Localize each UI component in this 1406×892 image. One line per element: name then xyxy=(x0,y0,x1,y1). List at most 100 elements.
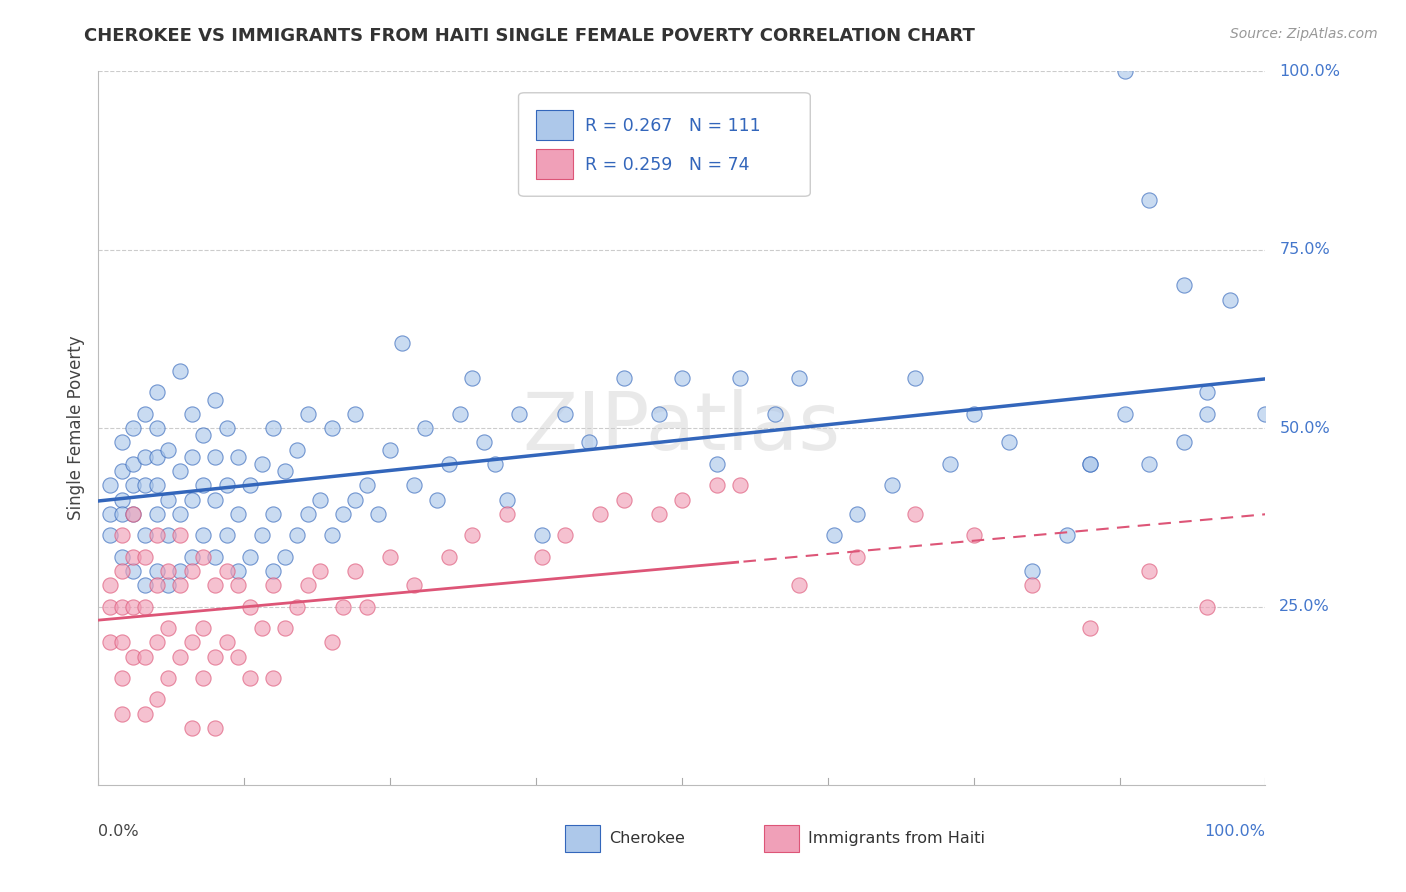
Point xyxy=(1056,528,1078,542)
Point xyxy=(122,457,145,471)
Point xyxy=(111,435,134,450)
FancyBboxPatch shape xyxy=(519,93,810,196)
Point xyxy=(484,457,506,471)
Point xyxy=(496,492,519,507)
Point xyxy=(134,478,156,492)
Point xyxy=(730,478,752,492)
Point xyxy=(380,442,402,457)
Point xyxy=(193,478,215,492)
Point xyxy=(157,442,180,457)
Point xyxy=(1114,64,1136,78)
Point xyxy=(228,564,250,578)
Point xyxy=(402,578,425,592)
Point xyxy=(111,528,134,542)
Point xyxy=(204,721,226,735)
Point xyxy=(180,492,202,507)
Point xyxy=(111,599,134,614)
Text: 50.0%: 50.0% xyxy=(1279,421,1330,435)
Point xyxy=(134,407,156,421)
Point xyxy=(146,578,169,592)
Point xyxy=(180,721,202,735)
Point xyxy=(413,421,436,435)
Point xyxy=(613,492,636,507)
Point xyxy=(204,649,226,664)
Point xyxy=(239,599,262,614)
Point xyxy=(1137,457,1160,471)
Point xyxy=(391,335,413,350)
Point xyxy=(437,549,460,564)
Point xyxy=(250,621,273,635)
Point xyxy=(554,528,576,542)
Point xyxy=(157,578,180,592)
Point xyxy=(193,549,215,564)
Text: 75.0%: 75.0% xyxy=(1279,243,1330,257)
Point xyxy=(215,478,238,492)
Point xyxy=(1021,564,1043,578)
Point xyxy=(157,564,180,578)
Point xyxy=(122,549,145,564)
Point xyxy=(169,464,191,478)
Text: 25.0%: 25.0% xyxy=(1279,599,1330,614)
Point xyxy=(763,407,786,421)
Point xyxy=(461,371,484,385)
Point xyxy=(180,635,202,649)
Point xyxy=(157,621,180,635)
Point xyxy=(706,478,728,492)
Text: 100.0%: 100.0% xyxy=(1279,64,1340,78)
Point xyxy=(262,564,284,578)
Point xyxy=(134,528,156,542)
Point xyxy=(285,599,308,614)
Point xyxy=(122,507,145,521)
Point xyxy=(1195,599,1218,614)
Point xyxy=(706,457,728,471)
Point xyxy=(134,450,156,464)
Point xyxy=(1080,457,1102,471)
Point xyxy=(215,635,238,649)
Text: R = 0.259   N = 74: R = 0.259 N = 74 xyxy=(585,156,749,174)
Point xyxy=(134,578,156,592)
Point xyxy=(169,649,191,664)
Point xyxy=(204,549,226,564)
Point xyxy=(461,528,484,542)
Point xyxy=(146,692,169,706)
Point xyxy=(98,578,121,592)
Point xyxy=(647,407,669,421)
Point xyxy=(134,599,156,614)
Point xyxy=(285,442,308,457)
Text: Cherokee: Cherokee xyxy=(610,831,686,846)
Point xyxy=(1114,407,1136,421)
Point xyxy=(321,528,343,542)
Point xyxy=(98,635,121,649)
Point xyxy=(111,549,134,564)
Point xyxy=(98,528,121,542)
Point xyxy=(98,599,121,614)
Point xyxy=(274,464,297,478)
Point xyxy=(1173,435,1195,450)
Point xyxy=(367,507,389,521)
Point xyxy=(146,450,169,464)
Point xyxy=(134,706,156,721)
Text: R = 0.267   N = 111: R = 0.267 N = 111 xyxy=(585,117,761,135)
Point xyxy=(122,599,145,614)
Point xyxy=(146,421,169,435)
Point xyxy=(122,478,145,492)
Point xyxy=(146,478,169,492)
Point xyxy=(122,421,145,435)
Point xyxy=(939,457,962,471)
Point xyxy=(169,578,191,592)
Point xyxy=(437,457,460,471)
Bar xyxy=(536,149,574,179)
Bar xyxy=(536,110,574,140)
Bar xyxy=(763,825,799,852)
Point xyxy=(180,407,202,421)
Point xyxy=(904,507,927,521)
Point xyxy=(262,421,284,435)
Point xyxy=(180,450,202,464)
Point xyxy=(262,578,284,592)
Point xyxy=(262,671,284,685)
Point xyxy=(1080,457,1102,471)
Point xyxy=(250,457,273,471)
Point xyxy=(228,649,250,664)
Text: Immigrants from Haiti: Immigrants from Haiti xyxy=(808,831,986,846)
Bar xyxy=(565,825,600,852)
